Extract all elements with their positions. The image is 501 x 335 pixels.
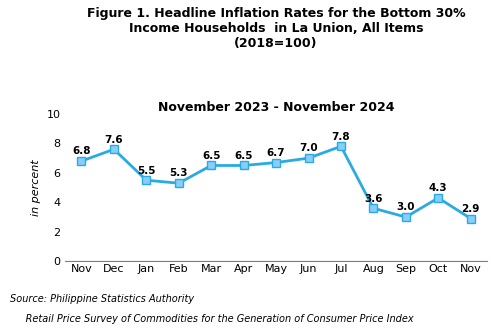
Y-axis label: in percent: in percent: [31, 159, 41, 216]
Text: 6.5: 6.5: [201, 151, 220, 161]
Text: Figure 1. Headline Inflation Rates for the Bottom 30%
Income Households  in La U: Figure 1. Headline Inflation Rates for t…: [87, 7, 464, 50]
Text: 6.5: 6.5: [234, 151, 253, 161]
Text: Source: Philippine Statistics Authority: Source: Philippine Statistics Authority: [10, 293, 194, 304]
Text: 6.8: 6.8: [72, 146, 91, 156]
Text: 7.0: 7.0: [299, 143, 317, 153]
Text: 7.8: 7.8: [331, 132, 350, 142]
Text: 5.5: 5.5: [137, 165, 155, 176]
Text: Retail Price Survey of Commodities for the Generation of Consumer Price Index: Retail Price Survey of Commodities for t…: [10, 314, 413, 324]
Text: 6.7: 6.7: [266, 148, 285, 158]
Text: November 2023 - November 2024: November 2023 - November 2024: [157, 100, 394, 114]
Text: 2.9: 2.9: [460, 204, 479, 214]
Text: 5.3: 5.3: [169, 169, 188, 179]
Text: 7.6: 7.6: [104, 135, 123, 145]
Text: 4.3: 4.3: [428, 183, 447, 193]
Text: 3.0: 3.0: [396, 202, 414, 212]
Text: 3.6: 3.6: [363, 194, 382, 204]
